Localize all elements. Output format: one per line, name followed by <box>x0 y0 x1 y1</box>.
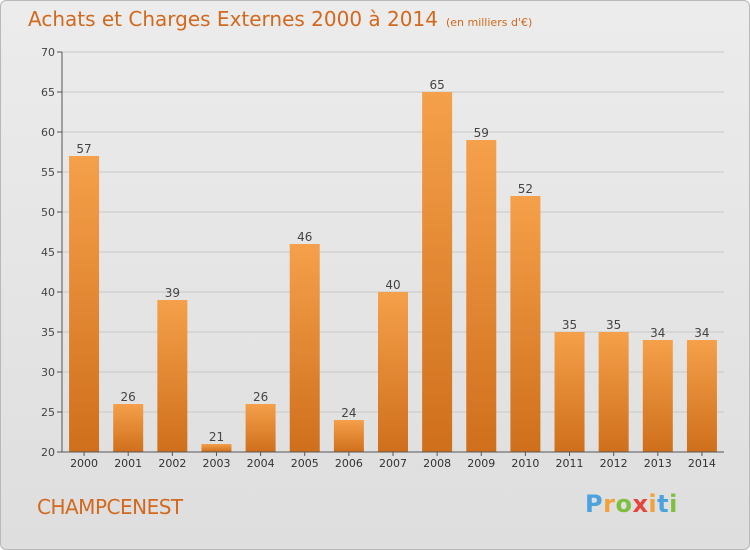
data-label: 46 <box>297 230 312 244</box>
bar[interactable] <box>333 420 364 452</box>
x-tick-label: 2004 <box>247 457 275 470</box>
bar[interactable] <box>466 140 497 452</box>
data-label: 39 <box>165 286 180 300</box>
logo-letter: t <box>657 490 670 518</box>
x-tick-label: 2003 <box>202 457 230 470</box>
x-tick-label: 2000 <box>70 457 98 470</box>
y-tick-label: 50 <box>41 206 55 219</box>
x-tick-label: 2014 <box>688 457 716 470</box>
logo-letter: P <box>585 490 604 518</box>
bar[interactable] <box>422 92 453 452</box>
data-labels: 57 26 39 21 26 46 24 40 65 59 52 35 35 34 34 <box>76 78 709 444</box>
bar[interactable] <box>554 332 585 452</box>
bar[interactable] <box>157 300 188 452</box>
bar[interactable] <box>378 292 408 452</box>
y-tick-label: 45 <box>41 246 55 259</box>
bar[interactable] <box>642 340 673 452</box>
bar[interactable] <box>510 196 541 452</box>
x-tick-label: 2011 <box>556 457 584 470</box>
bar[interactable] <box>686 340 717 452</box>
data-label: 34 <box>694 326 709 340</box>
data-label: 65 <box>429 78 444 92</box>
x-tick-label: 2006 <box>335 457 363 470</box>
y-tick-label: 25 <box>41 406 55 419</box>
bar[interactable] <box>289 244 320 452</box>
bar[interactable] <box>598 332 629 452</box>
data-label: 35 <box>606 318 621 332</box>
bars <box>69 92 717 452</box>
y-tick-label: 30 <box>41 366 55 379</box>
x-tick-label: 2005 <box>291 457 319 470</box>
y-tick-label: 35 <box>41 326 55 339</box>
chart-title-text: Achats et Charges Externes 2000 à 2014 <box>28 7 438 31</box>
data-label: 40 <box>385 278 400 292</box>
y-tick-label: 40 <box>41 286 55 299</box>
logo-letter: o <box>615 490 633 518</box>
chart-unit-text: (en milliers d'€) <box>445 16 533 29</box>
logo-letter: i <box>669 490 678 518</box>
y-tick-label: 20 <box>41 446 55 459</box>
chart-title: Achats et Charges Externes 2000 à 2014 (e… <box>28 7 532 31</box>
data-label: 57 <box>76 142 91 156</box>
x-tick-label: 2007 <box>379 457 407 470</box>
data-label: 26 <box>253 390 268 404</box>
bar[interactable] <box>201 444 232 452</box>
data-label: 24 <box>341 406 356 420</box>
commune-name: CHAMPCENEST <box>37 495 183 519</box>
data-label: 21 <box>209 430 224 444</box>
y-tick-label: 70 <box>41 46 55 59</box>
data-label: 52 <box>518 182 533 196</box>
data-label: 35 <box>562 318 577 332</box>
y-tick-label: 65 <box>41 86 55 99</box>
x-tick-label: 2008 <box>423 457 451 470</box>
data-label: 34 <box>650 326 665 340</box>
x-tick-label: 2010 <box>511 457 539 470</box>
y-tick-label: 55 <box>41 166 55 179</box>
x-tick-label: 2012 <box>600 457 628 470</box>
bar[interactable] <box>245 404 276 452</box>
bar[interactable] <box>113 404 144 452</box>
data-label: 26 <box>121 390 136 404</box>
logo-letter: r <box>603 490 616 518</box>
x-tick-label: 2013 <box>644 457 672 470</box>
y-tick-label: 60 <box>41 126 55 139</box>
data-label: 59 <box>474 126 489 140</box>
x-tick-label: 2002 <box>158 457 186 470</box>
x-tick-label: 2009 <box>467 457 495 470</box>
proxiti-logo[interactable]: Proxiti <box>585 490 678 518</box>
logo-letter: x <box>632 490 649 518</box>
logo-letter: i <box>648 490 658 518</box>
x-tick-label: 2001 <box>114 457 142 470</box>
axes: 20 25 30 35 40 45 50 55 60 65 70 2000 2001 2002 2003 20… <box>41 46 724 470</box>
bar[interactable] <box>69 156 100 452</box>
